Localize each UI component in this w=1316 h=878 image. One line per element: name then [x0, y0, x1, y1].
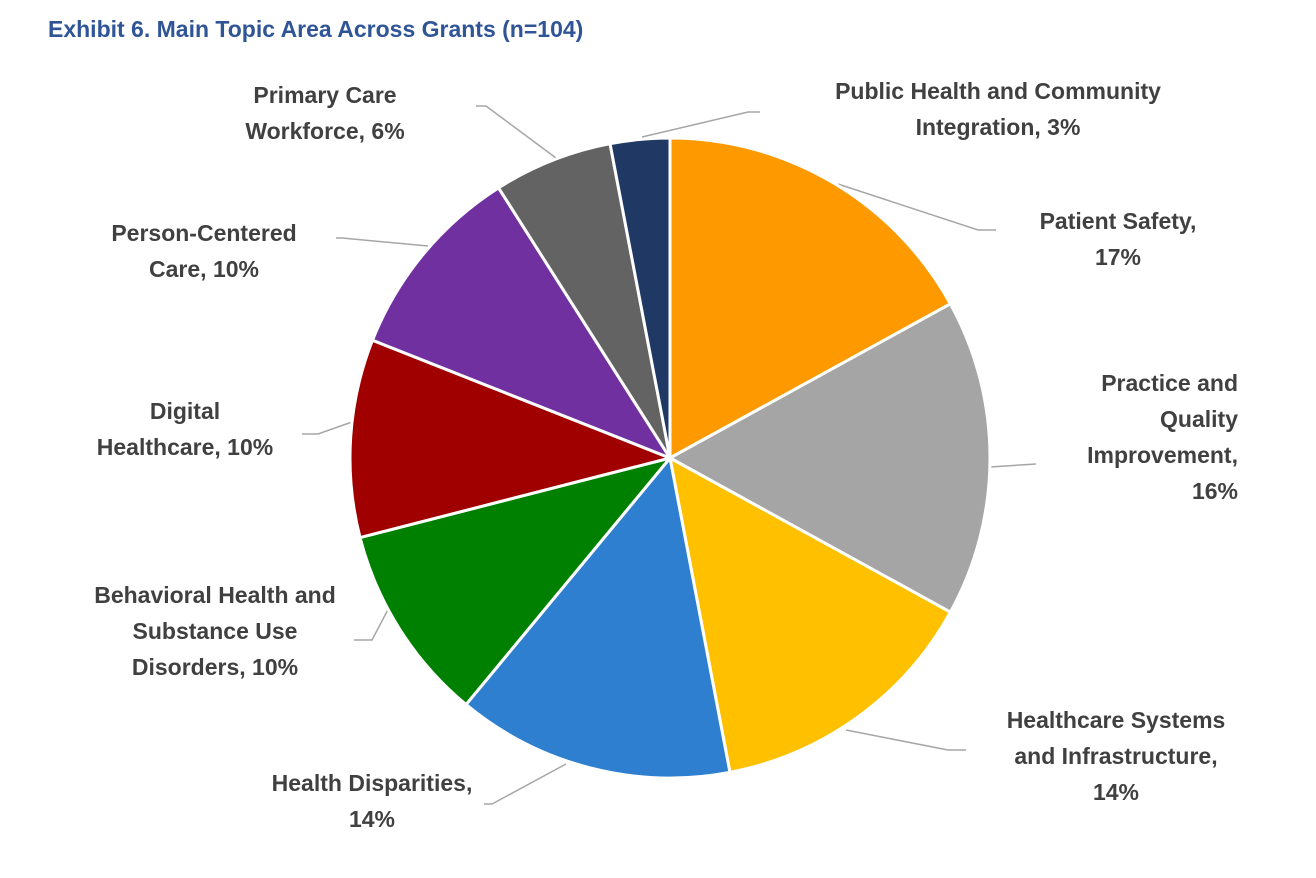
leader-line-4	[484, 763, 567, 805]
data-label-line: Improvement,	[1087, 442, 1238, 468]
leader-lines	[302, 105, 1037, 805]
data-label-3: Healthcare Systems and Infrastructure, 14%	[1007, 707, 1226, 805]
data-label-line: and Infrastructure,	[1014, 743, 1217, 769]
pie-slice-7	[370, 186, 672, 460]
data-label-5: Behavioral Health and Substance Use Disord…	[94, 582, 336, 680]
data-label-line: Integration, 3%	[916, 114, 1081, 140]
pie-slice-9	[608, 136, 672, 460]
data-label-1: Patient Safety, 17%	[1040, 208, 1197, 270]
leader-line-7	[336, 237, 429, 247]
data-label-9: Public Health and Community Integration, …	[835, 78, 1161, 140]
data-label-line: Patient Safety,	[1040, 208, 1197, 234]
leader-line-2	[989, 463, 1037, 468]
data-label-line: 14%	[1093, 779, 1139, 805]
data-label-line: Substance Use	[133, 618, 298, 644]
pie-slice-4	[464, 456, 732, 780]
data-label-line: Practice and	[1101, 370, 1238, 396]
pie-slice-8	[497, 142, 672, 460]
pie-slice-1	[668, 136, 952, 460]
pie-slice-5	[358, 456, 672, 707]
data-label-line: Workforce, 6%	[245, 118, 404, 144]
chart-title: Exhibit 6. Main Topic Area Across Grants…	[48, 16, 584, 42]
data-label-line: Primary Care	[253, 82, 396, 108]
leader-line-9	[641, 111, 760, 138]
data-label-line: Care, 10%	[149, 256, 259, 282]
data-label-line: Healthcare Systems	[1007, 707, 1226, 733]
data-label-line: Digital	[150, 398, 220, 424]
data-label-line: Public Health and Community	[835, 78, 1161, 104]
leader-line-6	[302, 421, 353, 435]
data-label-line: 17%	[1095, 244, 1141, 270]
data-label-line: Healthcare, 10%	[97, 434, 273, 460]
data-label-line: Health Disparities,	[272, 770, 473, 796]
data-label-4: Health Disparities, 14%	[272, 770, 473, 832]
data-label-line: Disorders, 10%	[132, 654, 298, 680]
leader-line-3	[845, 729, 966, 751]
data-label-6: Digital Healthcare, 10%	[97, 398, 273, 460]
data-label-7: Person-Centered Care, 10%	[111, 220, 296, 282]
leader-line-8	[476, 105, 557, 159]
data-label-line: Behavioral Health and	[94, 582, 336, 608]
data-label-line: Quality	[1160, 406, 1238, 432]
data-label-line: 14%	[349, 806, 395, 832]
slice-labels: Patient Safety, 17% Practice and Quality Imp…	[94, 78, 1238, 832]
pie-slice-3	[668, 456, 952, 774]
leader-line-1	[837, 183, 996, 231]
pie-slice-2	[668, 302, 992, 614]
data-label-8: Primary Care Workforce, 6%	[245, 82, 404, 144]
pie-slices	[348, 136, 992, 780]
data-label-line: 16%	[1192, 478, 1238, 504]
leader-line-5	[354, 601, 393, 641]
pie-slice-6	[348, 338, 672, 540]
data-label-2: Practice and Quality Improvement, 16%	[1087, 370, 1238, 504]
data-label-line: Person-Centered	[111, 220, 296, 246]
